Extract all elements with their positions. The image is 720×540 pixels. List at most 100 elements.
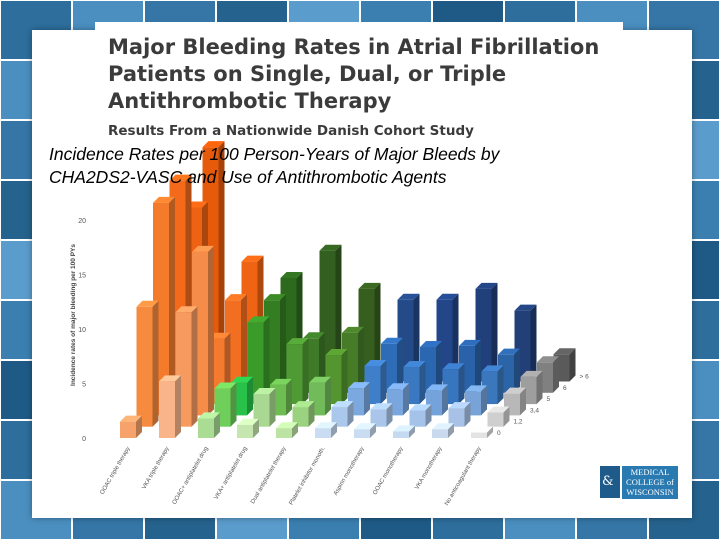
logo-line: MEDICAL	[630, 467, 670, 477]
bar-top	[309, 376, 331, 383]
bar-side	[487, 426, 493, 438]
bar-top	[247, 316, 270, 323]
bar-front	[292, 407, 309, 427]
bar-top	[253, 388, 276, 394]
bar-top	[270, 378, 292, 385]
bar-top	[237, 418, 259, 425]
bar-side	[269, 388, 276, 427]
bar-side	[448, 423, 454, 438]
bar-side	[530, 304, 537, 382]
bar-top	[393, 425, 415, 432]
bar-top	[442, 363, 465, 370]
y-tick-label: 10	[78, 327, 86, 334]
bar-top	[241, 255, 264, 262]
bar-front	[409, 410, 426, 427]
bar-top	[481, 365, 504, 372]
slide-title: Major Bleeding Rates in Atrial Fibrillat…	[108, 34, 628, 115]
bar	[292, 401, 315, 427]
category-label: OOAC monotherapy	[372, 446, 404, 496]
series-label: 5	[547, 396, 551, 403]
bar-front	[487, 412, 504, 427]
bar-side	[347, 401, 354, 427]
category-label: No anticoagulant therapy	[444, 446, 483, 507]
bar-top	[342, 326, 364, 333]
category-label: Aspirin monotherapy	[333, 446, 366, 497]
bar-front	[448, 408, 465, 427]
bar-top	[553, 348, 576, 355]
y-tick-label: 5	[82, 382, 86, 389]
bar-top	[202, 141, 225, 148]
bar-top	[319, 244, 342, 251]
bar-side	[553, 356, 559, 393]
bar-front	[237, 424, 253, 438]
bar-side	[413, 293, 420, 382]
y-tick-label: 15	[78, 273, 86, 280]
logo-emblem: &	[600, 466, 620, 498]
logo-line: COLLEGE of	[626, 477, 674, 487]
bar-side	[464, 402, 471, 427]
bar-front	[120, 421, 136, 438]
bar-top	[448, 402, 471, 409]
bar-top	[276, 422, 298, 429]
bar-side	[241, 294, 247, 393]
bar	[487, 406, 510, 427]
bar-top	[370, 403, 393, 410]
bar-side	[302, 338, 309, 405]
series-label: 0	[497, 430, 501, 437]
bar	[120, 415, 142, 438]
bar-side	[397, 337, 403, 393]
bar-side	[218, 141, 225, 382]
bar-side	[175, 375, 181, 438]
bar-front	[393, 431, 409, 438]
bar-top	[231, 376, 253, 383]
logo-line: WISCONSIN	[626, 487, 674, 497]
bar-side	[442, 384, 448, 416]
bar-side	[247, 376, 253, 416]
chart-caption-line: CHA2DS2-VASC and Use of Antithrombotic A…	[49, 167, 447, 187]
slide-title-line: Antithrombotic Therapy	[108, 89, 392, 113]
bar	[348, 382, 370, 416]
bar-side	[169, 196, 175, 416]
bar-top	[169, 174, 192, 181]
bar-side	[292, 422, 298, 438]
bar	[475, 282, 498, 382]
bar-side	[152, 300, 159, 427]
bar-top	[315, 422, 337, 429]
bar-side	[458, 363, 465, 405]
slide-title-line: Major Bleeding Rates in Atrial Fibrillat…	[108, 35, 600, 59]
bar-side	[331, 422, 337, 438]
bar-top	[292, 401, 315, 408]
bar-side	[335, 244, 342, 382]
bar-front	[253, 394, 270, 427]
bar	[471, 426, 493, 438]
bar-top	[286, 338, 309, 345]
y-tick-label: 0	[82, 436, 86, 443]
bar-front	[354, 429, 370, 438]
bar-side	[403, 383, 409, 416]
category-label: VKA triple therapy	[142, 446, 171, 491]
bar-top	[387, 383, 409, 390]
bar-top	[520, 370, 543, 377]
bar-top	[403, 361, 426, 368]
bar	[159, 375, 181, 438]
slide-subtitle: Results From a Nationwide Danish Cohort …	[108, 123, 474, 139]
bar-front	[136, 306, 153, 427]
bar-side	[409, 425, 415, 438]
bar-side	[569, 348, 576, 382]
category-label: OOAC triple therapy	[100, 446, 132, 496]
series-label: > 6	[580, 374, 590, 381]
series-label: 3,4	[530, 407, 539, 414]
bar-side	[452, 293, 459, 382]
bar	[237, 418, 259, 438]
bar-top	[465, 385, 487, 392]
bar-top	[198, 412, 220, 419]
bar-side	[380, 359, 387, 405]
series-label: 6	[563, 385, 567, 392]
bar-front	[432, 429, 448, 438]
slide-title-line: Patients on Single, Dual, or Triple	[108, 62, 507, 86]
bar-side	[325, 376, 331, 416]
bar-side	[208, 245, 214, 416]
y-axis-label: Incidence rates of major bleeding per 10…	[70, 244, 77, 386]
bar-side	[386, 403, 393, 427]
